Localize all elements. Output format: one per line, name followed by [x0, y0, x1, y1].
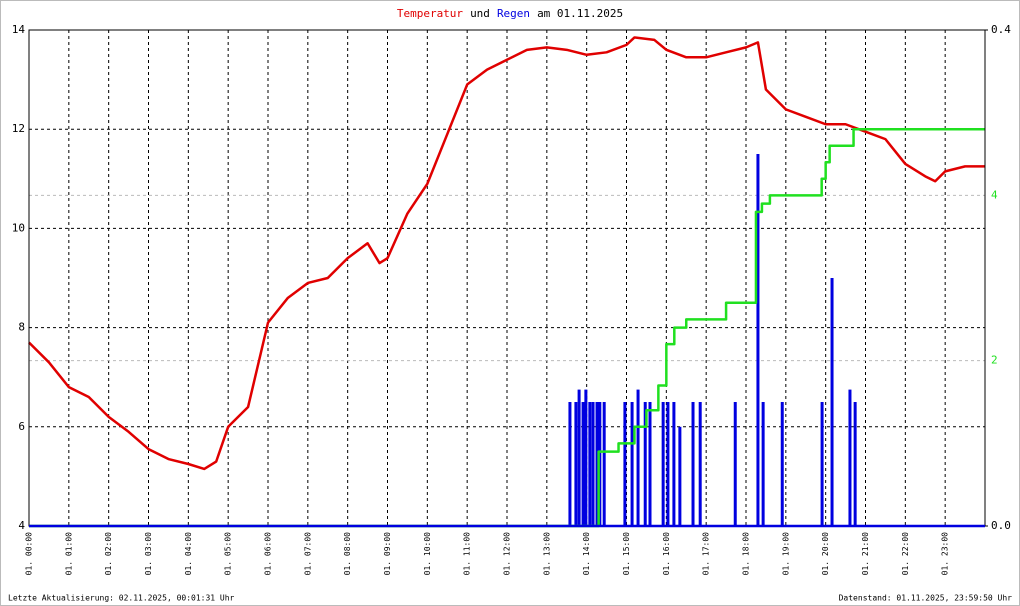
rain-bar: [636, 389, 640, 526]
rain-bar: [820, 402, 824, 526]
x-tick-label: 01. 06:00: [264, 532, 273, 576]
x-tick-label: 01. 19:00: [781, 532, 790, 576]
rain-bar: [584, 389, 588, 526]
rain-bar: [830, 278, 834, 526]
title-part: am 01.11.2025: [537, 7, 623, 20]
temperature-line: [28, 36, 985, 471]
x-tick-label: 01. 21:00: [861, 532, 870, 576]
rain-bar: [588, 402, 592, 526]
rain-bar: [591, 402, 595, 526]
rain-bar: [630, 402, 634, 526]
rain-bar: [581, 402, 585, 526]
footer-left: Letzte Aktualisierung: 02.11.2025, 00:01…: [8, 594, 235, 603]
x-tick-label: 01. 12:00: [503, 532, 512, 576]
x-tick-label: 01. 13:00: [542, 532, 551, 576]
rain-bar: [648, 402, 652, 526]
y2-tick-label: 0.4: [991, 23, 1011, 36]
y3-tick-label: 4: [991, 188, 998, 201]
x-tick-label: 01. 00:00: [25, 532, 34, 576]
x-tick-label: 01. 08:00: [343, 532, 352, 576]
x-tick-label: 01. 07:00: [303, 532, 312, 576]
x-tick-label: 01. 16:00: [662, 532, 671, 576]
rain-bar: [853, 402, 857, 526]
rain-bar: [780, 402, 784, 526]
y-tick-label: 8: [18, 321, 25, 334]
x-tick-label: 01. 15:00: [622, 532, 631, 576]
title-part: Temperatur: [397, 7, 464, 20]
rain-bar: [574, 402, 578, 526]
rain-bar: [756, 154, 760, 526]
rain-bar: [602, 402, 606, 526]
rain-bar: [623, 402, 627, 526]
y-tick-label: 14: [12, 23, 26, 36]
rain-bar: [761, 402, 765, 526]
rain-bar: [666, 402, 670, 526]
rain-bar: [661, 402, 665, 526]
x-tick-label: 01. 05:00: [224, 532, 233, 576]
rain-bar: [698, 402, 702, 526]
x-tick-label: 01. 04:00: [184, 532, 193, 576]
x-tick-label: 01. 20:00: [821, 532, 830, 576]
x-tick-label: 01. 01:00: [64, 532, 73, 576]
rain-bar: [568, 402, 572, 526]
x-tick-label: 01. 11:00: [463, 532, 472, 576]
y2-tick-label: 0.0: [991, 519, 1011, 532]
y-tick-label: 10: [12, 221, 25, 234]
rain-sum-line: [29, 127, 986, 528]
rain-bar: [643, 402, 647, 526]
y-tick-label: 6: [18, 420, 25, 433]
title-part: und: [470, 7, 490, 20]
x-tick-label: 01. 18:00: [742, 532, 751, 576]
rain-bar: [678, 426, 682, 526]
x-tick-label: 01. 22:00: [901, 532, 910, 576]
chart-title: Temperatur und Regen am 01.11.2025: [397, 7, 623, 20]
x-tick-label: 01. 10:00: [423, 532, 432, 576]
rain-bar: [848, 389, 852, 526]
title-part: Regen: [497, 7, 530, 20]
x-tick-label: 01. 02:00: [104, 532, 113, 576]
rain-bar: [672, 402, 676, 526]
y-tick-label: 12: [12, 122, 25, 135]
rain-bar: [691, 402, 695, 526]
footer-right: Datenstand: 01.11.2025, 23:59:50 Uhr: [839, 594, 1013, 603]
rain-bar: [595, 402, 599, 526]
y-tick-label: 4: [18, 519, 25, 532]
y3-tick-label: 2: [991, 354, 998, 367]
x-tick-label: 01. 03:00: [144, 532, 153, 576]
rain-bar: [733, 402, 737, 526]
x-tick-label: 01. 14:00: [582, 532, 591, 576]
rain-bar: [577, 389, 581, 526]
x-tick-label: 01. 23:00: [941, 532, 950, 576]
x-tick-label: 01. 17:00: [702, 532, 711, 576]
x-tick-label: 01. 09:00: [383, 532, 392, 576]
